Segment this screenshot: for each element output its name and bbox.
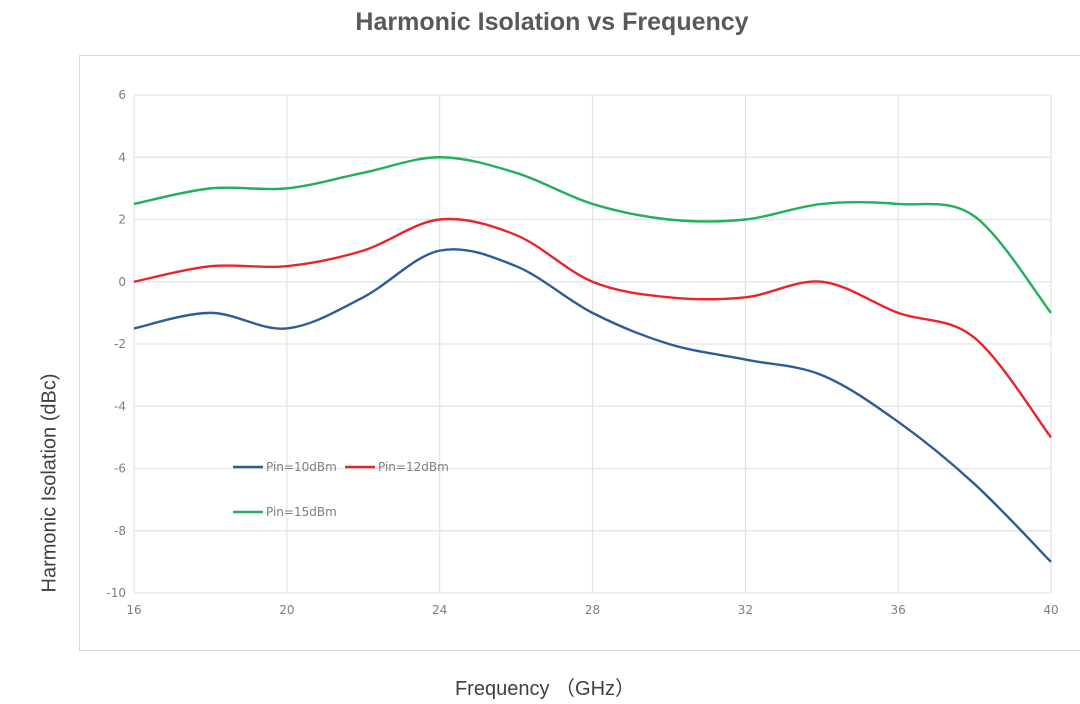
y-tick-label: -4 — [114, 399, 126, 413]
series-lines — [133, 156, 1052, 563]
legend-label: Pin=12dBm — [378, 460, 449, 474]
x-axis-label: Frequency （GHz） — [454, 678, 636, 700]
y-tick-label: -8 — [114, 524, 126, 538]
gridlines — [133, 94, 1052, 594]
series-line-pin-12dbm — [133, 217, 1052, 439]
chart-title: Harmonic Isolation vs Frequency — [355, 8, 749, 36]
series-line-pin-10dbm — [133, 248, 1052, 563]
y-tick-label: 2 — [118, 213, 126, 227]
y-tick-label: -6 — [114, 462, 126, 476]
legend: Pin=10dBm Pin=12dBm Pin=15dBm — [233, 460, 449, 519]
series-line-pin-15dbm — [133, 156, 1052, 314]
x-tick-label: 24 — [432, 603, 447, 617]
y-tick-label: 0 — [118, 275, 126, 289]
legend-item: Pin=10dBm — [233, 460, 337, 474]
legend-label: Pin=15dBm — [266, 505, 337, 519]
x-tick-label: 28 — [585, 603, 600, 617]
x-tick-label: 16 — [126, 603, 141, 617]
x-tick-label: 40 — [1043, 603, 1058, 617]
x-tick-label: 20 — [279, 603, 294, 617]
y-tick-label: 4 — [118, 150, 126, 164]
y-tick-label: -10 — [106, 586, 126, 600]
legend-item: Pin=15dBm — [233, 505, 337, 519]
legend-label: Pin=10dBm — [266, 460, 337, 474]
legend-item: Pin=12dBm — [345, 460, 449, 474]
y-tick-label: -2 — [114, 337, 126, 351]
y-tick-label: 6 — [118, 88, 126, 102]
x-tick-label: 32 — [738, 603, 753, 617]
chart-frame — [79, 55, 1080, 651]
x-tick-label: 36 — [891, 603, 906, 617]
